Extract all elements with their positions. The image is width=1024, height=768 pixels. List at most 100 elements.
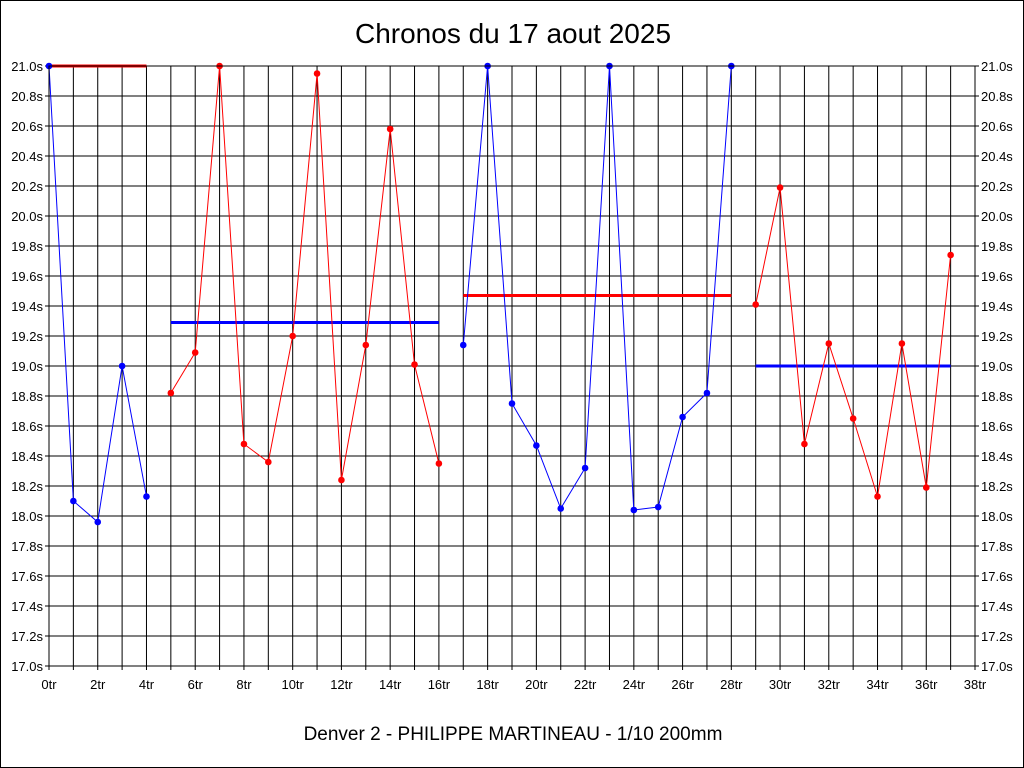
y-tick-label-right: 18.2s [981,479,1013,494]
data-point [874,493,881,500]
x-tick-label: 10tr [281,677,304,692]
y-tick-label-right: 18.8s [981,389,1013,404]
x-tick-label: 24tr [623,677,646,692]
y-tick-label-left: 21.0s [11,59,43,74]
y-tick-label-left: 18.0s [11,509,43,524]
y-tick-label-right: 20.8s [981,89,1013,104]
series-line-3 [462,65,732,511]
y-tick-label-left: 17.4s [11,599,43,614]
y-tick-label-right: 18.6s [981,419,1013,434]
y-tick-label-right: 17.8s [981,539,1013,554]
data-point [313,70,321,77]
data-point [776,184,784,191]
x-tick-label: 12tr [330,677,353,692]
data-point [118,362,126,370]
plot-area-border [48,65,976,667]
x-tick-label: 18tr [476,677,499,692]
data-point [801,440,808,448]
x-tick-label: 36tr [915,677,938,692]
data-point [947,251,954,259]
data-point [435,460,443,467]
data-point [94,518,102,526]
y-tick-label-left: 17.0s [11,659,43,674]
data-point [362,341,370,349]
y-tick-label-right: 19.8s [981,239,1013,254]
data-point [240,440,248,448]
x-axis-labels: 0tr 2tr 4tr 6tr 8tr 10tr 12tr 14tr 16tr 18tr 20tr 2… [41,677,986,692]
y-tick-label-right: 19.0s [981,359,1013,374]
y-tick-label-left: 20.0s [11,209,43,224]
y-tick-label-left: 20.8s [11,89,43,104]
data-point [289,332,296,340]
x-tick-label: 0tr [41,677,57,692]
x-tick-label: 2tr [90,677,106,692]
x-tick-label: 38tr [964,677,987,692]
y-tick-label-right: 17.6s [981,569,1013,584]
data-point [557,505,565,512]
data-point [167,389,175,397]
x-tick-label: 16tr [428,677,451,692]
data-point [679,413,686,421]
x-tick-label: 26tr [671,677,694,692]
y-tick-label-right: 20.0s [981,209,1013,224]
x-tick-label: 34tr [866,677,889,692]
y-tick-label-left: 17.6s [11,569,43,584]
data-point [459,341,467,349]
data-point [191,349,199,356]
x-tick-label: 28tr [720,677,743,692]
data-point [411,361,418,368]
y-tick-label-left: 19.2s [11,329,43,344]
y-tick-label-left: 18.8s [11,389,43,404]
y-tick-label-left: 19.4s [11,299,43,314]
y-tick-label-right: 20.6s [981,119,1013,134]
data-point [143,493,150,500]
y-tick-label-left: 19.0s [11,359,43,374]
y-tick-label-left: 18.6s [11,419,43,434]
y-tick-label-left: 20.2s [11,179,43,194]
x-tick-label: 4tr [139,677,155,692]
y-tick-label-right: 19.4s [981,299,1013,314]
data-point [386,125,394,133]
series-2 [167,62,443,484]
data-point [898,340,906,347]
y-axis-right-labels: 17.0s 17.2s 17.4s 17.6s 17.8s 18.0s 18.2s 18.4s… [981,59,1013,674]
data-point [265,458,272,466]
data-point [533,442,540,449]
y-tick-label-left: 18.2s [11,479,43,494]
y-tick-label-left: 18.4s [11,449,43,464]
series-3 [459,62,735,514]
data-point [825,340,833,347]
data-point [752,301,759,308]
y-tick-label-left: 19.8s [11,239,43,254]
y-tick-label-left: 19.6s [11,269,43,284]
data-point [508,400,516,407]
y-tick-label-left: 20.6s [11,119,43,134]
y-tick-label-right: 19.2s [981,329,1013,344]
data-point [654,503,662,511]
data-point [581,464,589,472]
data-point [703,389,711,397]
y-tick-label-right: 20.4s [981,149,1013,164]
data-point [338,476,345,484]
y-tick-label-right: 18.4s [981,449,1013,464]
y-tick-label-right: 17.4s [981,599,1013,614]
x-tick-label: 8tr [236,677,252,692]
x-tick-label: 22tr [574,677,597,692]
data-point [70,497,77,505]
x-tick-label: 6tr [188,677,204,692]
x-tick-label: 20tr [525,677,548,692]
y-tick-label-right: 17.2s [981,629,1013,644]
series-4 [752,184,954,500]
x-tick-label: 14tr [379,677,402,692]
x-tick-label: 30tr [769,677,792,692]
data-point [922,484,930,491]
y-tick-label-left: 20.4s [11,149,43,164]
y-tick-label-right: 17.0s [981,659,1013,674]
data-point [849,415,857,422]
data-point [630,506,638,514]
chart-footer: Denver 2 - PHILIPPE MARTINEAU - 1/10 200… [304,724,723,745]
chart-title: Chronos du 17 aout 2025 [355,18,671,49]
series-line-2 [170,65,440,481]
